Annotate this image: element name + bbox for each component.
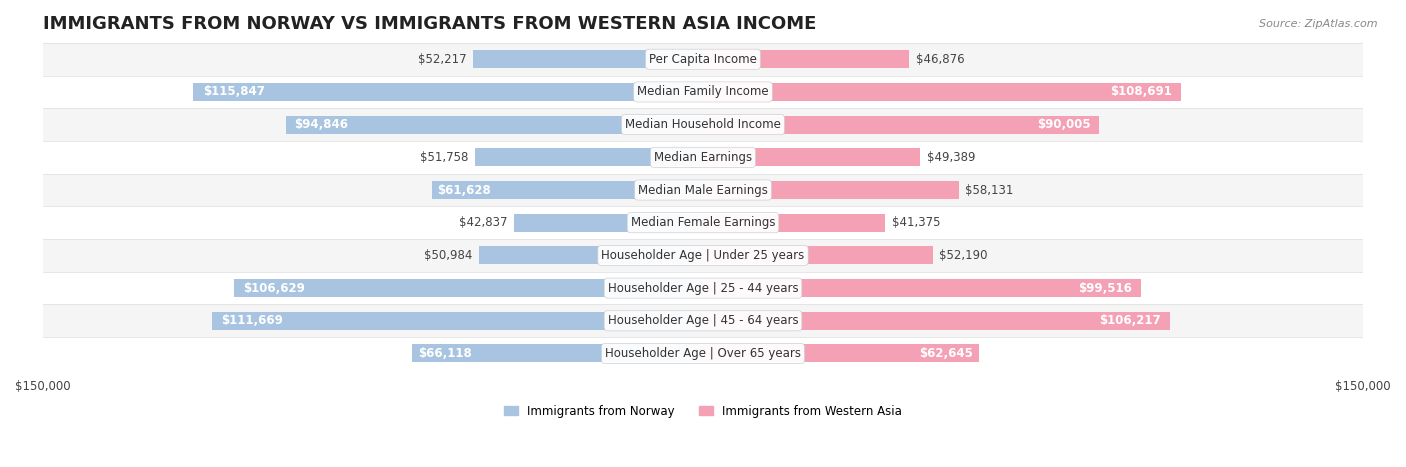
Bar [703, 83, 1181, 101]
Text: Median Family Income: Median Family Income [637, 85, 769, 99]
Text: $106,629: $106,629 [243, 282, 305, 295]
Text: Source: ZipAtlas.com: Source: ZipAtlas.com [1260, 19, 1378, 28]
Text: Median Female Earnings: Median Female Earnings [631, 216, 775, 229]
Text: Householder Age | Over 65 years: Householder Age | Over 65 years [605, 347, 801, 360]
Text: $52,190: $52,190 [939, 249, 988, 262]
Text: $41,375: $41,375 [891, 216, 941, 229]
Bar [211, 312, 703, 330]
Text: $90,005: $90,005 [1038, 118, 1091, 131]
Bar [432, 181, 703, 199]
Text: $51,758: $51,758 [420, 151, 468, 164]
Text: $115,847: $115,847 [204, 85, 266, 99]
Text: $94,846: $94,846 [294, 118, 347, 131]
Bar [42, 141, 1364, 174]
Text: Median Household Income: Median Household Income [626, 118, 780, 131]
Text: Householder Age | 45 - 64 years: Householder Age | 45 - 64 years [607, 314, 799, 327]
Text: $99,516: $99,516 [1078, 282, 1132, 295]
Bar [703, 181, 959, 199]
Bar [474, 50, 703, 68]
Bar [703, 247, 932, 264]
Text: $61,628: $61,628 [437, 184, 491, 197]
Bar [515, 214, 703, 232]
Bar [42, 304, 1364, 337]
Text: $46,876: $46,876 [915, 53, 965, 66]
Bar [42, 206, 1364, 239]
Bar [42, 239, 1364, 272]
Bar [193, 83, 703, 101]
Bar [478, 247, 703, 264]
Bar [475, 149, 703, 166]
Text: Median Male Earnings: Median Male Earnings [638, 184, 768, 197]
Bar [703, 149, 921, 166]
Text: $106,217: $106,217 [1099, 314, 1161, 327]
Bar [412, 345, 703, 362]
Text: Median Earnings: Median Earnings [654, 151, 752, 164]
Text: $108,691: $108,691 [1109, 85, 1171, 99]
Text: $58,131: $58,131 [966, 184, 1014, 197]
Bar [703, 312, 1170, 330]
Bar [42, 337, 1364, 370]
Text: Per Capita Income: Per Capita Income [650, 53, 756, 66]
Text: $111,669: $111,669 [221, 314, 283, 327]
Bar [703, 214, 886, 232]
Bar [285, 116, 703, 134]
Bar [42, 43, 1364, 76]
Bar [42, 174, 1364, 206]
Text: IMMIGRANTS FROM NORWAY VS IMMIGRANTS FROM WESTERN ASIA INCOME: IMMIGRANTS FROM NORWAY VS IMMIGRANTS FRO… [42, 15, 817, 33]
Text: $66,118: $66,118 [418, 347, 471, 360]
Legend: Immigrants from Norway, Immigrants from Western Asia: Immigrants from Norway, Immigrants from … [499, 400, 907, 423]
Text: $50,984: $50,984 [423, 249, 472, 262]
Bar [42, 76, 1364, 108]
Text: Householder Age | 25 - 44 years: Householder Age | 25 - 44 years [607, 282, 799, 295]
Bar [703, 50, 910, 68]
Bar [703, 345, 979, 362]
Text: $49,389: $49,389 [927, 151, 976, 164]
Bar [42, 108, 1364, 141]
Bar [703, 279, 1142, 297]
Text: $52,217: $52,217 [418, 53, 467, 66]
Text: $42,837: $42,837 [460, 216, 508, 229]
Bar [233, 279, 703, 297]
Text: Householder Age | Under 25 years: Householder Age | Under 25 years [602, 249, 804, 262]
Bar [42, 272, 1364, 304]
Bar [703, 116, 1099, 134]
Text: $62,645: $62,645 [920, 347, 973, 360]
